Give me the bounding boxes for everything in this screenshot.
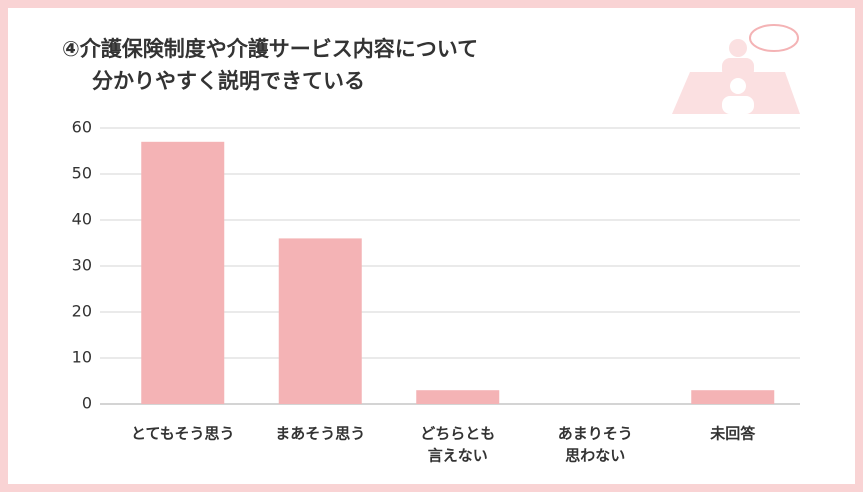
chart-title: 分かりやすく説明できている — [92, 69, 365, 93]
y-tick-label: 60 — [72, 118, 92, 137]
chart-title: ④介護保険制度や介護サービス内容について — [62, 37, 478, 61]
x-tick-label: まあそう思う — [275, 425, 365, 443]
y-tick-label: 50 — [72, 164, 92, 183]
bar — [691, 390, 775, 404]
x-tick-label: どちらとも — [420, 425, 495, 443]
y-tick-label: 20 — [72, 302, 92, 321]
icon — [672, 24, 800, 114]
y-tick-label: 0 — [82, 394, 92, 413]
bar — [416, 390, 500, 404]
x-tick-label: 未回答 — [709, 425, 756, 443]
y-tick-label: 10 — [72, 348, 92, 367]
bar — [141, 141, 225, 405]
y-tick-label: 30 — [72, 256, 92, 275]
x-tick-label: 言えない — [428, 447, 488, 465]
x-tick-label: とてもそう思う — [131, 425, 235, 443]
x-tick-label: 思わない — [565, 447, 625, 465]
y-tick-label: 40 — [72, 210, 92, 229]
bar — [278, 238, 362, 404]
x-tick-label: あまりそう — [558, 425, 633, 443]
